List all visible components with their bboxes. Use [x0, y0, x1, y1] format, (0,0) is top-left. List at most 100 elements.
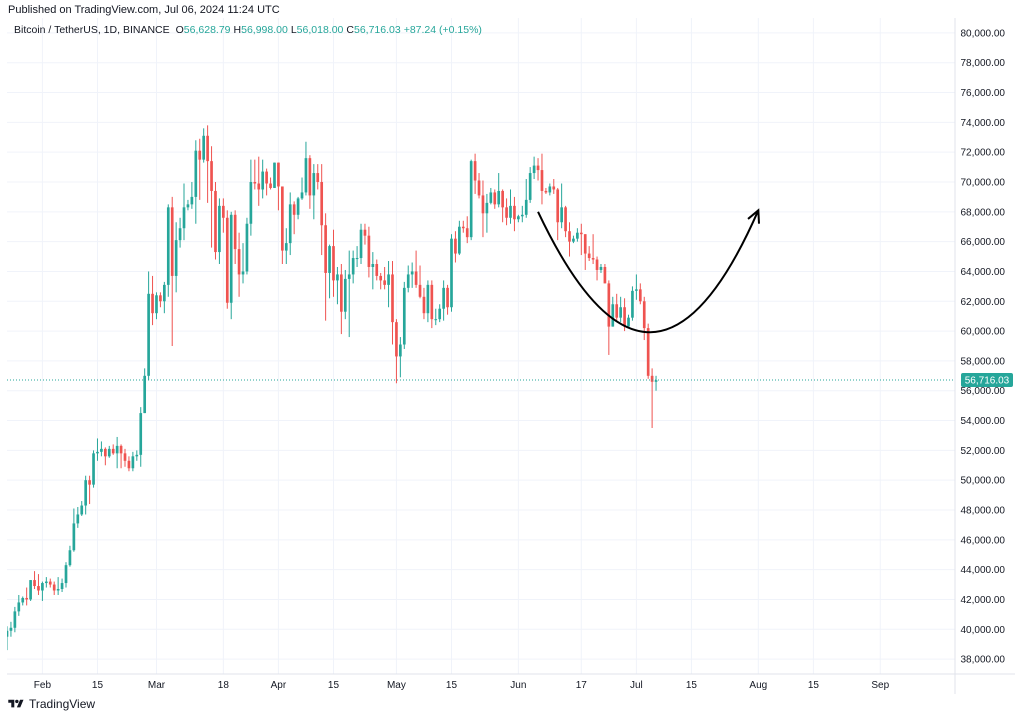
candle	[351, 250, 355, 284]
candle-body	[182, 207, 186, 229]
change-value: +87.24 (+0.15%)	[403, 24, 482, 36]
candle	[147, 271, 150, 381]
candle-body	[7, 630, 9, 637]
candle-body	[265, 171, 268, 184]
candle	[257, 156, 261, 206]
candle	[336, 266, 339, 305]
candle-body	[229, 214, 233, 303]
candle	[44, 577, 48, 588]
candle-body	[603, 266, 607, 284]
candle-body	[100, 448, 103, 452]
close-label: C	[346, 24, 354, 36]
candle-body	[320, 182, 324, 226]
candle-body	[414, 271, 418, 285]
price-tick-label: 58,000.00	[961, 356, 1006, 367]
candle	[607, 280, 611, 355]
candle	[332, 229, 335, 297]
candle	[151, 275, 154, 326]
time-axis[interactable]: Feb 15 Mar 18 Apr 15 May 15 Jun 17 Jul 15 Aug 15 Sep	[34, 680, 890, 691]
candle-body	[281, 186, 284, 251]
candle-body	[619, 307, 622, 318]
tradingview-brand[interactable]: TradingView	[29, 697, 96, 711]
tradingview-logo-icon[interactable]	[8, 698, 24, 710]
candle-body	[458, 226, 461, 254]
candle-body	[446, 287, 449, 308]
candle-body	[410, 271, 414, 275]
price-tick-label: 44,000.00	[961, 565, 1006, 576]
candle	[218, 198, 221, 264]
candle	[560, 183, 563, 229]
time-tick-label: Jun	[510, 680, 526, 691]
candle-body	[328, 246, 331, 273]
candle-body	[147, 293, 150, 376]
candle-body	[505, 207, 508, 218]
candle-body	[422, 296, 426, 314]
curve-path	[537, 209, 760, 333]
candle-body	[552, 186, 556, 190]
candle	[509, 189, 512, 224]
candle	[410, 262, 414, 288]
candle	[233, 210, 237, 264]
candle-body	[540, 170, 544, 191]
candle-body	[107, 448, 111, 457]
candle-body	[493, 192, 497, 205]
candle	[229, 211, 233, 320]
symbol-name[interactable]: Bitcoin / TetherUS, 1D, BINANCE	[14, 24, 170, 36]
candle	[104, 447, 107, 466]
candle	[206, 125, 209, 203]
price-tick-label: 56,000.00	[961, 386, 1006, 397]
candle	[21, 596, 25, 606]
candle-body	[178, 228, 182, 241]
price-axis[interactable]: 38,000.00 40,000.00 42,000.00 44,000.00 46,0…	[961, 28, 1006, 665]
price-tick-label: 40,000.00	[961, 625, 1006, 636]
candle-body	[308, 158, 312, 196]
time-tick-label: May	[387, 680, 406, 691]
candle	[316, 164, 320, 190]
candle-body	[375, 264, 379, 276]
candle-body	[80, 505, 84, 515]
candle	[76, 507, 80, 528]
candle	[88, 475, 91, 505]
price-tick-label: 54,000.00	[961, 416, 1006, 427]
candle-body	[473, 161, 477, 181]
price-tick-label: 74,000.00	[961, 118, 1006, 129]
candle-body	[218, 205, 221, 253]
candlestick-chart[interactable]: 38,000.00 40,000.00 42,000.00 44,000.00 46,0…	[7, 18, 1015, 694]
price-tick-label: 42,000.00	[961, 595, 1006, 606]
candle-body	[143, 375, 147, 414]
candle	[505, 198, 508, 226]
candle-body	[402, 287, 406, 345]
candle-body	[387, 274, 390, 285]
candle	[186, 199, 190, 211]
candle-body	[288, 204, 292, 244]
price-tick-label: 62,000.00	[961, 297, 1006, 308]
candle	[355, 246, 359, 267]
candle	[442, 280, 445, 321]
time-tick-label: Mar	[148, 680, 166, 691]
candle	[328, 244, 331, 299]
candle	[92, 450, 95, 488]
candle-body	[359, 229, 363, 259]
candle-body	[332, 246, 335, 281]
candle	[265, 168, 268, 196]
candle	[434, 308, 438, 326]
candle	[520, 205, 524, 223]
candle	[127, 456, 131, 472]
candle-body	[434, 319, 438, 321]
candle	[72, 508, 76, 552]
candle-body	[186, 204, 190, 208]
candle	[198, 138, 202, 200]
candle-body	[548, 186, 552, 193]
price-tick-label: 72,000.00	[961, 148, 1006, 159]
candle	[375, 259, 379, 281]
candle-body	[611, 304, 615, 327]
candle-body	[450, 238, 453, 308]
candle	[572, 235, 575, 244]
candle-body	[638, 289, 642, 302]
time-tick-label: 15	[446, 680, 458, 691]
candle-body	[343, 278, 347, 312]
candle-body	[501, 190, 504, 208]
candle	[583, 234, 587, 270]
candle-body	[642, 301, 646, 329]
candle	[650, 368, 654, 428]
